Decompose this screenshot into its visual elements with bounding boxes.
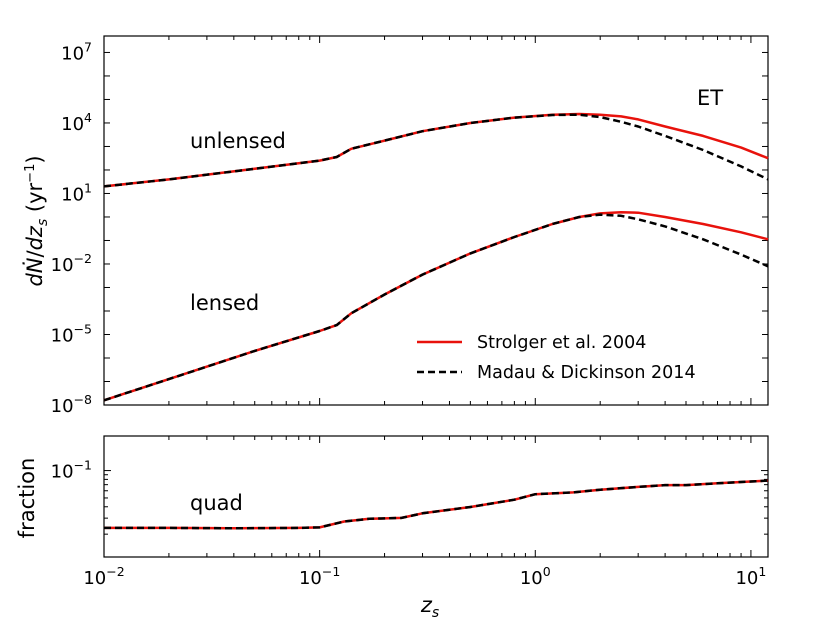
top-y-tick-label: 101 (61, 180, 92, 205)
top-panel-frame (103, 35, 769, 406)
bottom-y-axis-label: fraction (15, 458, 39, 539)
et-label: ET (697, 86, 723, 110)
x-tick-label: 100 (520, 564, 551, 589)
series-layer (103, 112, 769, 530)
top-y-tick-label: 10−8 (51, 392, 92, 417)
x-tick-label: 10−1 (299, 564, 340, 589)
top-y-axis-label: dṄ/dzs (yr−1) (22, 155, 51, 286)
labels-layer: 10−2 10−1 100 101 107 104 101 10−2 10−5 10−8 10−1 (51, 39, 767, 589)
top-y-tick-label: 10−2 (51, 251, 92, 276)
lensed-madau-line (103, 213, 769, 402)
ticks-layer (103, 36, 768, 557)
legend-label-strolger: Strolger et al. 2004 (477, 333, 646, 353)
bottom-y-tick-label: 10−1 (51, 458, 92, 483)
top-y-tick-label: 107 (61, 39, 92, 64)
x-tick-label: 101 (735, 564, 766, 589)
unlensed-strolger-line (103, 112, 769, 188)
unlensed-label: unlensed (190, 129, 286, 153)
top-y-tick-label: 104 (61, 110, 92, 135)
x-axis-label: zs (420, 593, 439, 621)
lensed-label: lensed (190, 291, 259, 315)
quad-madau-line (104, 479, 769, 530)
top-y-tick-label: 10−5 (51, 321, 92, 346)
x-tick-label: 10−2 (83, 564, 124, 589)
quad-label: quad (190, 491, 243, 515)
legend: Strolger et al. 2004 Madau & Dickinson 2… (417, 333, 696, 383)
legend-label-madau: Madau & Dickinson 2014 (477, 363, 696, 383)
bottom-panel-frame (103, 435, 769, 558)
